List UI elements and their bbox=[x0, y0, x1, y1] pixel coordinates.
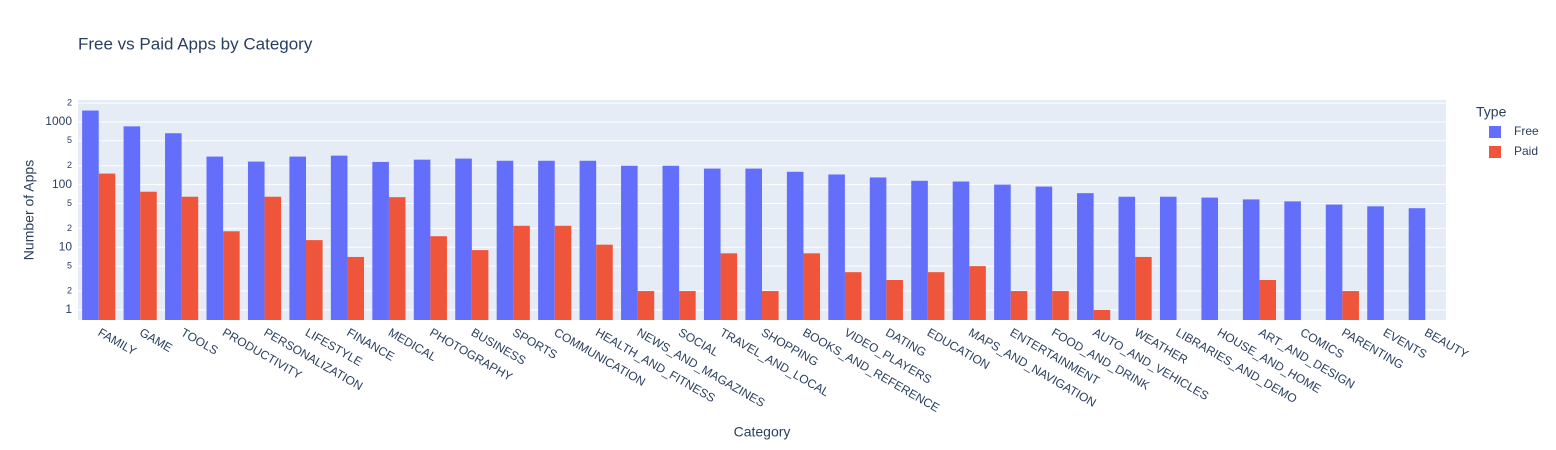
bar bbox=[330, 155, 348, 320]
bar bbox=[1035, 186, 1053, 320]
legend-swatch bbox=[1489, 126, 1501, 138]
bar bbox=[554, 225, 572, 320]
x-tick-label: FAMILY bbox=[96, 325, 139, 358]
bar bbox=[803, 253, 821, 320]
bar bbox=[264, 196, 282, 320]
bar bbox=[637, 291, 655, 320]
x-tick-label: TOOLS bbox=[179, 325, 221, 357]
bar bbox=[82, 110, 99, 320]
bar bbox=[372, 161, 389, 320]
x-tick-label: GAME bbox=[137, 325, 175, 355]
bar bbox=[762, 291, 779, 320]
x-axis-title: Category bbox=[734, 424, 791, 440]
bar bbox=[413, 159, 431, 320]
bar bbox=[98, 173, 116, 320]
y-tick-label: 1 bbox=[65, 302, 72, 316]
bar bbox=[621, 165, 638, 320]
bar bbox=[786, 171, 804, 320]
bar bbox=[247, 161, 265, 320]
bar bbox=[1367, 206, 1384, 320]
bar bbox=[720, 253, 738, 320]
y-tick-label: 5 bbox=[67, 135, 72, 145]
bar bbox=[886, 280, 903, 320]
bar bbox=[1159, 196, 1177, 320]
y-tick-label: 2 bbox=[67, 223, 72, 233]
bar bbox=[123, 126, 141, 320]
bar bbox=[1201, 197, 1218, 320]
bar bbox=[1052, 291, 1069, 320]
y-tick-label: 5 bbox=[67, 198, 72, 208]
x-tick-label: BEAUTY bbox=[1422, 325, 1471, 361]
bar bbox=[140, 191, 157, 320]
bar bbox=[844, 272, 862, 320]
bar bbox=[165, 133, 182, 320]
bar bbox=[911, 180, 928, 320]
bar bbox=[430, 236, 447, 320]
bar bbox=[703, 168, 721, 320]
y-tick-label: 2 bbox=[67, 97, 72, 107]
bar bbox=[579, 160, 597, 320]
legend-swatch bbox=[1489, 146, 1501, 158]
bar bbox=[538, 160, 555, 320]
bar bbox=[596, 244, 613, 320]
bar bbox=[828, 174, 845, 320]
bar bbox=[927, 272, 945, 320]
bar bbox=[1093, 309, 1111, 320]
bar bbox=[1118, 196, 1136, 320]
bar bbox=[181, 196, 199, 320]
bar bbox=[1342, 291, 1359, 320]
chart-title: Free vs Paid Apps by Category bbox=[78, 34, 313, 53]
y-tick-label: 2 bbox=[67, 160, 72, 170]
bar bbox=[1010, 291, 1028, 320]
bar bbox=[679, 291, 696, 320]
y-tick-label: 5 bbox=[67, 260, 72, 270]
legend-label: Free bbox=[1514, 124, 1539, 138]
bar bbox=[206, 156, 224, 320]
legend-label: Paid bbox=[1514, 144, 1538, 158]
bar bbox=[1408, 208, 1426, 320]
bar bbox=[745, 168, 762, 320]
bar bbox=[306, 240, 323, 320]
bar bbox=[471, 250, 489, 320]
bar bbox=[1325, 204, 1343, 320]
bar bbox=[869, 177, 887, 320]
bar bbox=[513, 225, 530, 320]
bar bbox=[388, 197, 406, 320]
bar bbox=[1284, 201, 1301, 320]
y-tick-label: 2 bbox=[67, 285, 72, 295]
bar bbox=[496, 160, 514, 320]
bar bbox=[1135, 256, 1152, 320]
y-tick-label: 1000 bbox=[45, 114, 72, 128]
bar bbox=[952, 181, 970, 320]
y-axis-title: Number of Apps bbox=[21, 160, 37, 260]
bar bbox=[289, 156, 306, 320]
y-tick-label: 100 bbox=[52, 177, 72, 191]
bar bbox=[223, 231, 240, 320]
bar bbox=[347, 256, 365, 320]
bar bbox=[662, 165, 680, 320]
bar bbox=[1242, 199, 1260, 320]
bar bbox=[994, 184, 1011, 320]
bar bbox=[1077, 193, 1094, 320]
bar bbox=[1259, 280, 1277, 320]
y-tick-label: 10 bbox=[59, 239, 73, 253]
bar bbox=[455, 158, 472, 320]
legend-title: Type bbox=[1476, 104, 1507, 120]
bar bbox=[969, 266, 986, 320]
